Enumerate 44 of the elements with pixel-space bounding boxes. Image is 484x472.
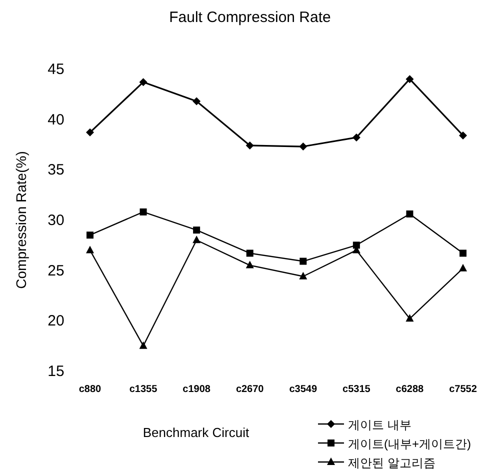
legend-label: 제안된 알고리즘	[348, 456, 436, 470]
x-tick-label: c1908	[182, 384, 211, 395]
x-tick-label: c880	[78, 384, 102, 395]
point	[192, 236, 201, 244]
point	[299, 272, 308, 280]
y-tick-label: 20	[48, 312, 64, 330]
point	[139, 78, 148, 86]
y-tick-label: 15	[48, 363, 64, 380]
point	[459, 131, 467, 140]
y-tick-label: 40	[48, 111, 64, 128]
point	[460, 250, 466, 257]
point	[140, 208, 147, 216]
point	[299, 142, 308, 151]
point	[246, 260, 254, 268]
x-tick-label: c5315	[342, 384, 371, 395]
point	[459, 264, 467, 272]
x-tick-label: c1355	[129, 384, 158, 395]
y-tick-label: 25	[48, 262, 64, 280]
point	[139, 341, 148, 349]
point	[246, 142, 254, 150]
point	[86, 246, 94, 254]
point	[406, 210, 414, 218]
x-tick-label: c7552	[449, 384, 478, 395]
y-tick-label: 45	[48, 61, 64, 78]
legend-label: 게이트 내부	[348, 418, 412, 432]
point	[192, 97, 201, 106]
y-tick-label: 35	[48, 162, 64, 179]
point	[246, 250, 254, 257]
point	[300, 258, 307, 265]
point	[86, 128, 94, 136]
x-tick-label: c6288	[396, 384, 424, 395]
point	[406, 75, 414, 84]
y-axis-title: Compression Rate(%)	[13, 151, 29, 289]
point	[352, 242, 360, 249]
point	[352, 133, 360, 142]
point	[86, 232, 94, 239]
x-tick-label: c2670	[236, 384, 264, 395]
y-tick-label: 30	[48, 212, 64, 229]
x-tick-label: c3549	[289, 384, 318, 395]
point	[193, 226, 200, 234]
x-axis-title: Benchmark Circuit	[142, 425, 250, 440]
chart-title: Fault Compression Rate	[169, 9, 331, 26]
point	[406, 314, 414, 322]
legend-label: 게이트(내부+게이트간)	[348, 437, 472, 451]
